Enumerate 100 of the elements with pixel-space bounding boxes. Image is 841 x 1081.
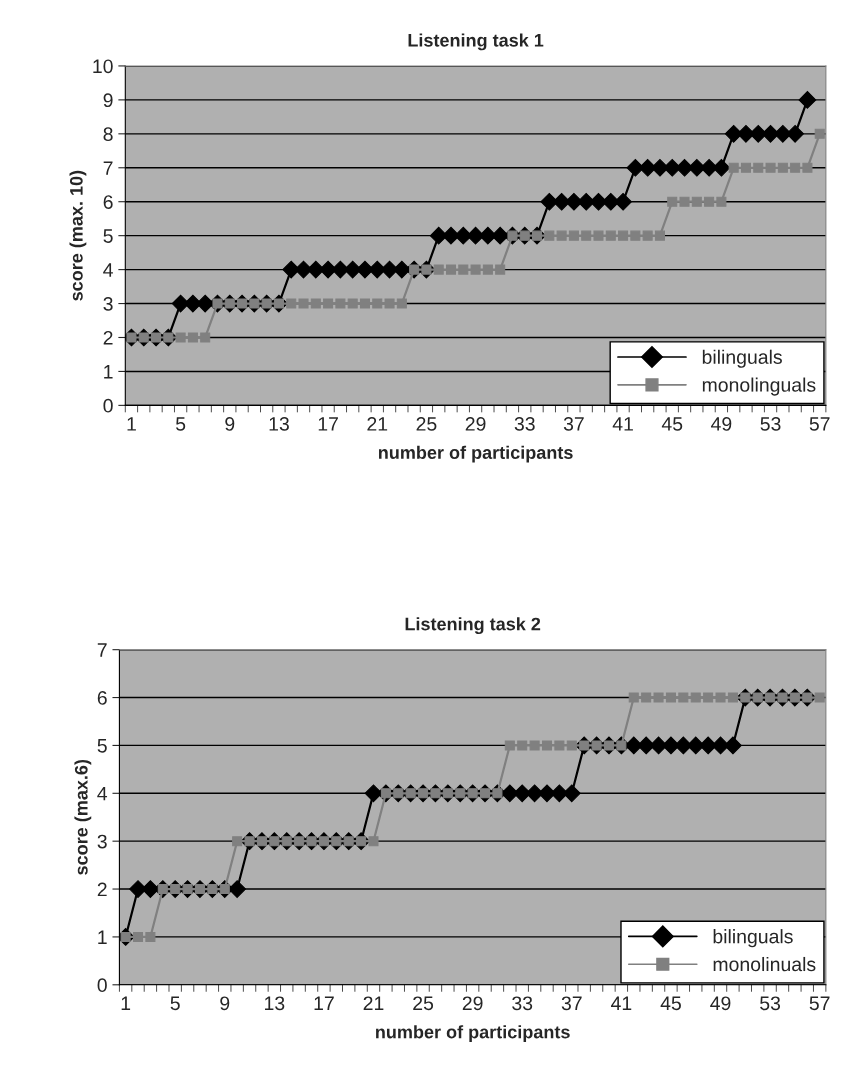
y-axis-title: score (max. 10) — [69, 170, 87, 301]
point — [517, 740, 528, 751]
point — [704, 196, 715, 207]
point — [335, 298, 346, 309]
x-tick-label: 21 — [363, 996, 384, 1010]
point — [614, 192, 632, 211]
y-tick-label: 6 — [103, 195, 113, 209]
x-tick-label: 33 — [512, 996, 533, 1011]
x-tick-label: 53 — [760, 417, 781, 431]
x-tick-label: 1 — [127, 417, 136, 431]
point — [691, 196, 702, 207]
point — [654, 230, 665, 241]
y-tick-label: 4 — [103, 263, 113, 277]
x-tick-label: 9 — [220, 996, 230, 1011]
x-tick-label: 41 — [611, 996, 632, 1010]
point — [445, 264, 457, 275]
x-tick-label: 57 — [809, 417, 830, 431]
y-tick-label: 9 — [103, 93, 113, 108]
x-tick-label: 21 — [367, 417, 388, 431]
point — [753, 162, 764, 173]
y-tick-label: 10 — [93, 59, 113, 74]
legend-label: monolinguals — [702, 377, 816, 396]
x-tick-label: 25 — [413, 996, 434, 1011]
point — [653, 692, 664, 703]
point — [368, 836, 379, 847]
x-tick-label: 13 — [269, 417, 289, 431]
point — [798, 91, 817, 109]
point — [175, 332, 186, 343]
y-tick-label: 7 — [97, 643, 107, 657]
point — [347, 298, 358, 309]
point — [715, 692, 726, 703]
x-tick-label: 33 — [514, 417, 535, 431]
point — [581, 230, 592, 241]
x-tick-label: 1 — [121, 996, 131, 1010]
point — [678, 692, 689, 703]
point — [642, 230, 653, 241]
point — [777, 162, 788, 173]
y-axis-title: score (max.6) — [74, 759, 92, 875]
x-axis-title: number of participants — [378, 445, 573, 463]
point — [724, 736, 742, 755]
point — [814, 692, 825, 703]
y-tick-label: 3 — [97, 834, 107, 849]
legend-label: monolinuals — [713, 956, 816, 972]
point — [690, 692, 701, 703]
point — [568, 230, 579, 241]
legend-label: bilinguals — [702, 349, 782, 368]
x-tick-label: 41 — [612, 417, 633, 431]
point — [667, 196, 678, 207]
point — [538, 784, 556, 803]
y-tick-label: 6 — [97, 691, 107, 705]
x-tick-label: 29 — [465, 417, 486, 431]
point — [716, 196, 727, 207]
x-tick-label: 45 — [660, 996, 681, 1011]
x-tick-label: 45 — [661, 417, 683, 431]
y-tick-label: 5 — [103, 229, 113, 243]
point — [323, 298, 334, 309]
point — [554, 740, 565, 751]
point — [298, 298, 309, 309]
point — [482, 264, 493, 275]
point — [630, 230, 641, 241]
point — [433, 264, 444, 275]
x-tick-label: 57 — [809, 996, 830, 1011]
y-tick-label: 1 — [98, 930, 107, 944]
x-tick-label: 29 — [462, 996, 483, 1011]
chart-title: Listening task 1 — [408, 33, 544, 51]
point — [605, 230, 616, 241]
x-tick-label: 25 — [416, 417, 437, 431]
point — [145, 931, 156, 942]
y-tick-label: 2 — [103, 330, 113, 345]
x-tick-label: 37 — [563, 417, 584, 431]
point — [641, 692, 652, 703]
point — [703, 692, 714, 703]
point — [359, 298, 371, 309]
point — [286, 298, 297, 309]
y-tick-label: 3 — [103, 297, 113, 311]
y-tick-label: 0 — [97, 978, 107, 993]
y-tick-label: 8 — [103, 127, 113, 142]
point — [384, 298, 395, 309]
point — [541, 740, 553, 751]
point — [790, 162, 801, 173]
point — [529, 740, 540, 751]
point — [556, 230, 567, 241]
x-tick-label: 53 — [760, 996, 781, 1011]
point — [200, 332, 211, 343]
point — [544, 230, 555, 241]
y-tick-label: 4 — [97, 786, 108, 801]
point — [470, 264, 481, 275]
x-tick-label: 37 — [561, 996, 582, 1011]
point — [232, 836, 243, 847]
point — [132, 931, 144, 942]
point — [396, 298, 407, 309]
x-tick-label: 49 — [710, 996, 731, 1011]
x-tick-label: 49 — [711, 417, 732, 431]
point — [728, 162, 739, 173]
y-tick-label: 0 — [103, 398, 113, 413]
point — [187, 332, 198, 343]
x-tick-label: 5 — [170, 996, 180, 1011]
point — [802, 162, 813, 173]
point — [665, 692, 676, 703]
point — [372, 298, 383, 309]
